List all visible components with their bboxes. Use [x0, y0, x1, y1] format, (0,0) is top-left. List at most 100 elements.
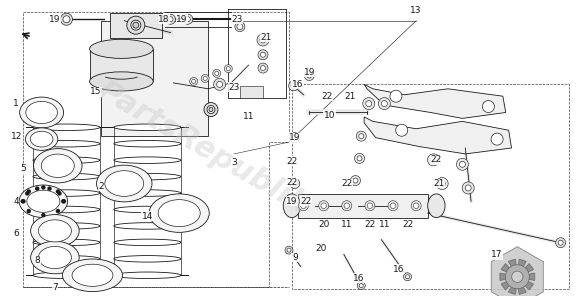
- Text: 7: 7: [52, 283, 58, 292]
- Circle shape: [406, 275, 409, 279]
- Circle shape: [390, 203, 396, 208]
- Circle shape: [381, 101, 387, 107]
- Circle shape: [207, 105, 215, 114]
- Ellipse shape: [114, 141, 181, 147]
- Circle shape: [356, 131, 366, 141]
- Ellipse shape: [25, 128, 58, 150]
- Ellipse shape: [33, 124, 100, 131]
- Ellipse shape: [33, 272, 100, 279]
- Circle shape: [462, 182, 474, 194]
- Circle shape: [42, 214, 45, 217]
- Circle shape: [558, 240, 563, 245]
- Circle shape: [403, 273, 412, 281]
- Text: 22: 22: [286, 157, 298, 166]
- Ellipse shape: [90, 39, 153, 58]
- Ellipse shape: [31, 241, 79, 274]
- Circle shape: [396, 124, 407, 136]
- Ellipse shape: [114, 157, 181, 163]
- Circle shape: [363, 98, 375, 110]
- Circle shape: [261, 66, 265, 70]
- Circle shape: [186, 17, 190, 22]
- Ellipse shape: [19, 185, 68, 218]
- Text: 20: 20: [315, 244, 327, 253]
- Text: 13: 13: [410, 6, 422, 15]
- Ellipse shape: [62, 259, 123, 292]
- Circle shape: [62, 200, 65, 203]
- Text: 17: 17: [491, 250, 503, 259]
- Ellipse shape: [27, 190, 60, 212]
- Circle shape: [237, 24, 243, 30]
- Text: 11: 11: [341, 221, 353, 229]
- Circle shape: [512, 271, 523, 282]
- Text: 12: 12: [10, 132, 22, 141]
- Ellipse shape: [31, 215, 79, 247]
- Text: 22: 22: [364, 221, 376, 229]
- Circle shape: [357, 281, 365, 290]
- Ellipse shape: [114, 239, 181, 246]
- Circle shape: [390, 90, 402, 102]
- Ellipse shape: [114, 255, 181, 262]
- Ellipse shape: [33, 206, 100, 213]
- Circle shape: [365, 201, 375, 211]
- Circle shape: [61, 13, 72, 25]
- Circle shape: [483, 101, 494, 112]
- Text: 1: 1: [13, 99, 19, 108]
- Text: 19: 19: [289, 133, 301, 142]
- Circle shape: [342, 201, 352, 211]
- Circle shape: [183, 14, 193, 24]
- Circle shape: [411, 201, 421, 211]
- Text: 5: 5: [20, 164, 26, 173]
- Circle shape: [555, 238, 566, 248]
- Circle shape: [127, 16, 145, 34]
- Circle shape: [321, 203, 327, 208]
- Polygon shape: [364, 117, 512, 154]
- Polygon shape: [298, 194, 428, 218]
- Circle shape: [428, 154, 439, 166]
- Polygon shape: [525, 264, 533, 272]
- Text: 10: 10: [324, 111, 335, 120]
- Circle shape: [357, 156, 362, 161]
- Ellipse shape: [33, 173, 100, 180]
- Text: 4: 4: [13, 197, 19, 206]
- Circle shape: [190, 77, 198, 86]
- Circle shape: [359, 134, 364, 139]
- Polygon shape: [491, 247, 543, 296]
- Circle shape: [258, 63, 268, 73]
- Circle shape: [318, 201, 329, 211]
- Circle shape: [201, 74, 209, 83]
- Bar: [90, 49, 153, 81]
- Circle shape: [36, 187, 39, 190]
- Ellipse shape: [114, 206, 181, 213]
- Circle shape: [26, 192, 29, 195]
- Polygon shape: [500, 273, 506, 280]
- Ellipse shape: [114, 173, 181, 180]
- Text: PartsRepublik: PartsRepublik: [92, 76, 313, 220]
- Ellipse shape: [20, 97, 64, 128]
- Circle shape: [168, 17, 173, 22]
- Ellipse shape: [33, 223, 100, 229]
- Text: 22: 22: [301, 197, 312, 206]
- Text: 21: 21: [344, 92, 355, 101]
- Circle shape: [379, 98, 390, 110]
- Circle shape: [235, 22, 245, 32]
- Text: 22: 22: [341, 179, 353, 188]
- Ellipse shape: [33, 190, 100, 196]
- Polygon shape: [518, 287, 526, 294]
- Circle shape: [215, 71, 218, 75]
- Circle shape: [260, 37, 266, 43]
- Ellipse shape: [114, 190, 181, 196]
- Text: 11: 11: [243, 112, 254, 121]
- Circle shape: [213, 69, 221, 78]
- Circle shape: [367, 203, 373, 208]
- Circle shape: [57, 190, 60, 193]
- Text: 22: 22: [286, 178, 298, 186]
- Polygon shape: [101, 21, 208, 136]
- Circle shape: [27, 190, 30, 193]
- Circle shape: [58, 192, 61, 195]
- Circle shape: [436, 178, 448, 189]
- Circle shape: [288, 81, 299, 91]
- Circle shape: [42, 186, 45, 189]
- Circle shape: [62, 200, 65, 203]
- Circle shape: [292, 181, 297, 186]
- Text: 3: 3: [231, 158, 237, 167]
